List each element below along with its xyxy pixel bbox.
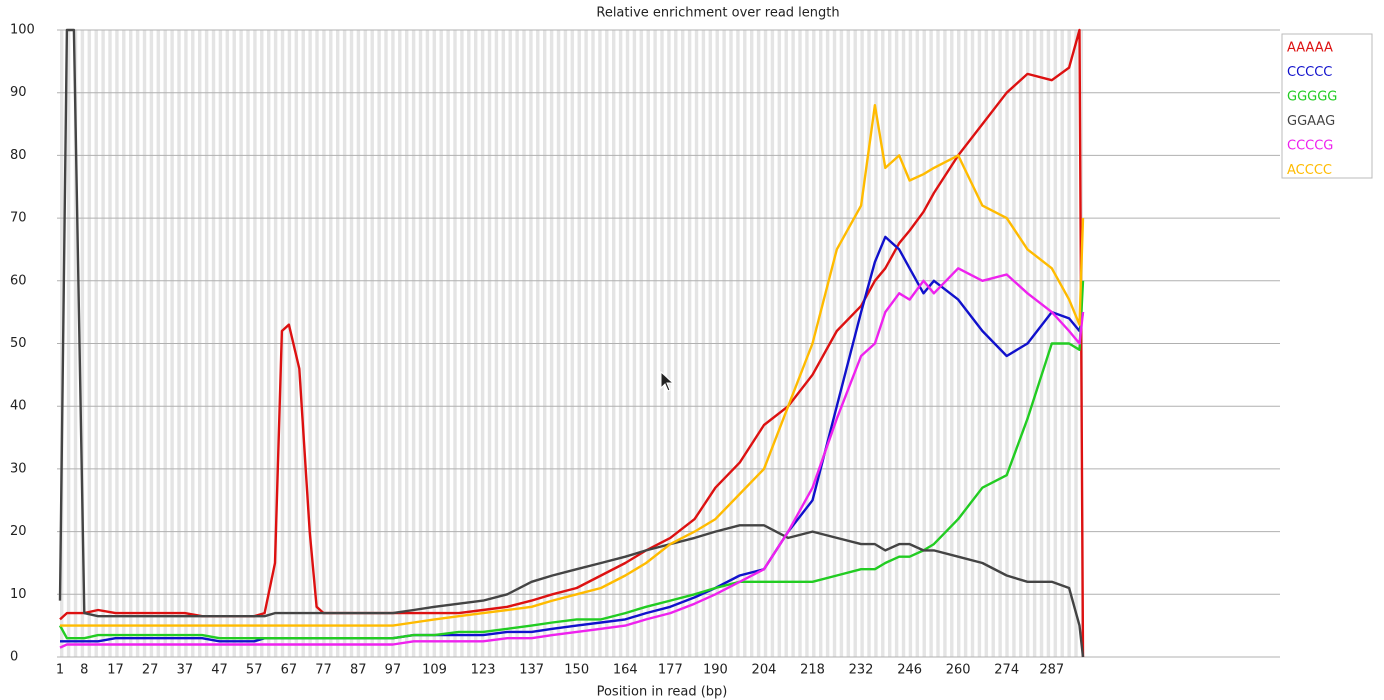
x-tick-label: 47 — [211, 663, 228, 678]
y-tick-label: 40 — [10, 399, 27, 414]
y-tick-label: 90 — [10, 85, 27, 100]
y-tick-label: 30 — [10, 461, 27, 476]
x-tick-label: 87 — [350, 663, 367, 678]
x-tick-label: 97 — [385, 663, 402, 678]
y-tick-label: 20 — [10, 524, 27, 539]
x-axis-label: Position in read (bp) — [597, 685, 728, 700]
y-tick-label: 100 — [10, 23, 35, 38]
legend-entry: GGAAG — [1287, 114, 1335, 129]
x-tick-label: 109 — [422, 663, 447, 678]
x-tick-label: 57 — [246, 663, 263, 678]
series-line — [58, 28, 1085, 658]
x-tick-label: 137 — [519, 663, 544, 678]
legend-entry: ACCCC — [1287, 163, 1332, 178]
x-tick-label: 287 — [1039, 663, 1064, 678]
x-tick-label: 164 — [613, 663, 638, 678]
x-tick-label: 246 — [897, 663, 922, 678]
x-tick-label: 8 — [80, 663, 88, 678]
x-tick-label: 67 — [281, 663, 298, 678]
x-tick-label: 204 — [752, 663, 777, 678]
legend-entry: CCCCC — [1287, 65, 1332, 80]
mouse-cursor — [660, 370, 675, 392]
y-tick-label: 10 — [10, 587, 27, 602]
x-tick-label: 1 — [56, 663, 64, 678]
series-line — [59, 267, 1085, 649]
legend-entry: GGGGG — [1287, 90, 1337, 105]
series-line — [60, 235, 1085, 643]
x-tick-label: 218 — [800, 663, 825, 678]
x-tick-label: 17 — [107, 663, 124, 678]
legend-entry: CCCCG — [1287, 139, 1333, 154]
x-tick-label: 123 — [471, 663, 496, 678]
x-tick-label: 77 — [315, 663, 332, 678]
x-tick-label: 150 — [564, 663, 589, 678]
y-tick-label: 80 — [10, 148, 27, 163]
x-tick-label: 177 — [658, 663, 683, 678]
series-line — [58, 280, 1085, 640]
y-tick-label: 70 — [10, 211, 27, 226]
y-tick-label: 0 — [10, 650, 18, 665]
y-tick-label: 60 — [10, 273, 27, 288]
x-tick-label: 274 — [994, 663, 1019, 678]
series-line — [60, 104, 1085, 627]
legend-entry: AAAAA — [1287, 41, 1333, 56]
x-tick-label: 260 — [946, 663, 971, 678]
x-tick-label: 190 — [703, 663, 728, 678]
x-tick-label: 27 — [142, 663, 159, 678]
legend-box — [1281, 33, 1373, 179]
y-tick-label: 50 — [10, 336, 27, 351]
x-tick-label: 37 — [177, 663, 194, 678]
x-tick-label: 232 — [849, 663, 874, 678]
chart-title: Relative enrichment over read length — [596, 6, 839, 21]
